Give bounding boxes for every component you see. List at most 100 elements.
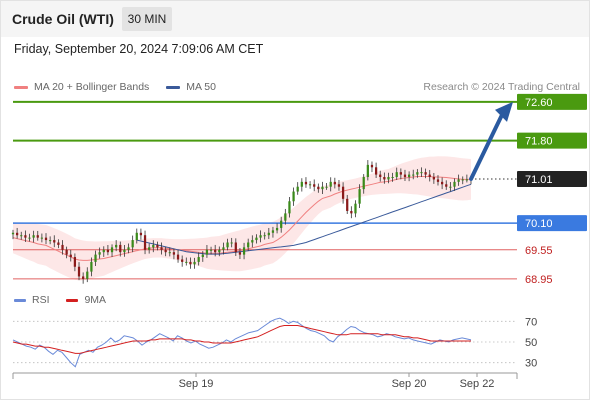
candle-body (358, 189, 361, 204)
x-tick-label: Sep 22 (460, 378, 495, 390)
legend-rsi-swatch (14, 298, 26, 302)
candle-body (131, 240, 134, 248)
level-tag-pivot (517, 170, 587, 187)
legend-9ma-label: 9MA (84, 294, 107, 306)
level-label-target2: 72.60 (525, 97, 553, 109)
legend-ma50-label: MA 50 (186, 81, 216, 93)
candle-body (152, 244, 155, 248)
candle-body (296, 186, 299, 192)
level-label-support3: 68.95 (525, 274, 553, 286)
candle-body (366, 164, 369, 178)
candle-body (387, 177, 390, 180)
level-label-support1: 70.10 (525, 218, 553, 230)
candle-body (201, 254, 204, 258)
candle-body (300, 181, 303, 187)
candle-body (280, 220, 283, 228)
candle-body (148, 247, 151, 250)
candle-body (453, 181, 456, 187)
candle-body (329, 181, 332, 187)
candle-body (53, 240, 56, 243)
rsi-tick-label: 30 (525, 358, 537, 370)
candle-body (36, 235, 39, 238)
candle-body (407, 174, 411, 178)
level-label-support2: 69.55 (525, 245, 553, 257)
candle-body (40, 237, 44, 239)
candle-body (247, 242, 250, 248)
candle-body (65, 249, 68, 255)
candle-body (226, 242, 229, 248)
legend-ma20-swatch (14, 85, 28, 89)
legend-rsi: RSI (14, 294, 50, 306)
candle-body (412, 174, 415, 176)
candle-body (321, 186, 324, 190)
candle-body (308, 184, 312, 186)
candle-body (176, 254, 180, 260)
candle-body (205, 249, 209, 255)
candle-body (354, 203, 357, 214)
candle-body (156, 244, 159, 248)
rsi-legend: RSI 9MA (14, 294, 120, 306)
legend-9ma: 9MA (66, 294, 106, 306)
candle-body (379, 174, 382, 178)
candle-body (193, 261, 196, 265)
candles-group (11, 160, 473, 284)
ma20-line (12, 176, 471, 261)
level-label-target1: 71.80 (525, 136, 553, 148)
candle-body (238, 252, 242, 255)
candle-body (189, 261, 192, 265)
candle-body (168, 252, 171, 254)
level-tag-support1 (517, 215, 587, 232)
credit-text: Research © 2024 Trading Central (423, 81, 580, 93)
candle-body (86, 271, 89, 279)
candle-body (333, 181, 336, 185)
candle-body (271, 230, 275, 233)
candle-body (304, 181, 308, 185)
candle-body (424, 172, 427, 175)
candle-body (209, 249, 213, 251)
rsi-line (12, 317, 472, 368)
projection-arrow-head (495, 101, 513, 122)
candle-body (197, 257, 200, 262)
candle-body (362, 177, 365, 190)
candle-body (263, 235, 266, 237)
candle-body (11, 232, 15, 235)
candle-body (32, 235, 35, 238)
candle-body (346, 198, 349, 211)
candle-body (135, 232, 138, 241)
candle-body (275, 227, 279, 231)
candle-body (242, 247, 246, 255)
candle-body (251, 240, 254, 243)
candle-body (370, 164, 374, 168)
legend-rsi-label: RSI (32, 294, 50, 306)
candle-body (110, 247, 114, 253)
candle-body (24, 235, 27, 238)
candle-body (82, 276, 85, 279)
legend-ma20-label: MA 20 + Bollinger Bands (34, 81, 150, 93)
candle-body (119, 244, 122, 253)
interval-button[interactable]: 30 MIN (122, 7, 172, 31)
candle-body (416, 172, 419, 175)
candle-body (16, 232, 19, 236)
candle-body (399, 172, 402, 175)
candle-body (436, 179, 440, 182)
candle-body (102, 249, 105, 253)
candle-body (218, 249, 221, 253)
candle-body (449, 186, 452, 188)
legend-9ma-swatch (66, 298, 79, 302)
candle-body (73, 257, 77, 267)
candle-body (341, 186, 345, 199)
candle-body (230, 242, 233, 244)
candle-body (49, 240, 52, 242)
candle-body (69, 254, 72, 258)
candle-body (94, 254, 97, 262)
candle-body (20, 235, 23, 237)
candle-body (106, 249, 110, 253)
candle-body (403, 174, 407, 178)
instrument-title: Crude Oil (WTI) (12, 11, 114, 27)
candle-body (284, 213, 287, 221)
header: Crude Oil (WTI) 30 MIN (1, 1, 589, 37)
candle-body (395, 172, 398, 178)
candle-body (313, 184, 316, 187)
legend-ma20: MA 20 + Bollinger Bands (14, 81, 149, 93)
